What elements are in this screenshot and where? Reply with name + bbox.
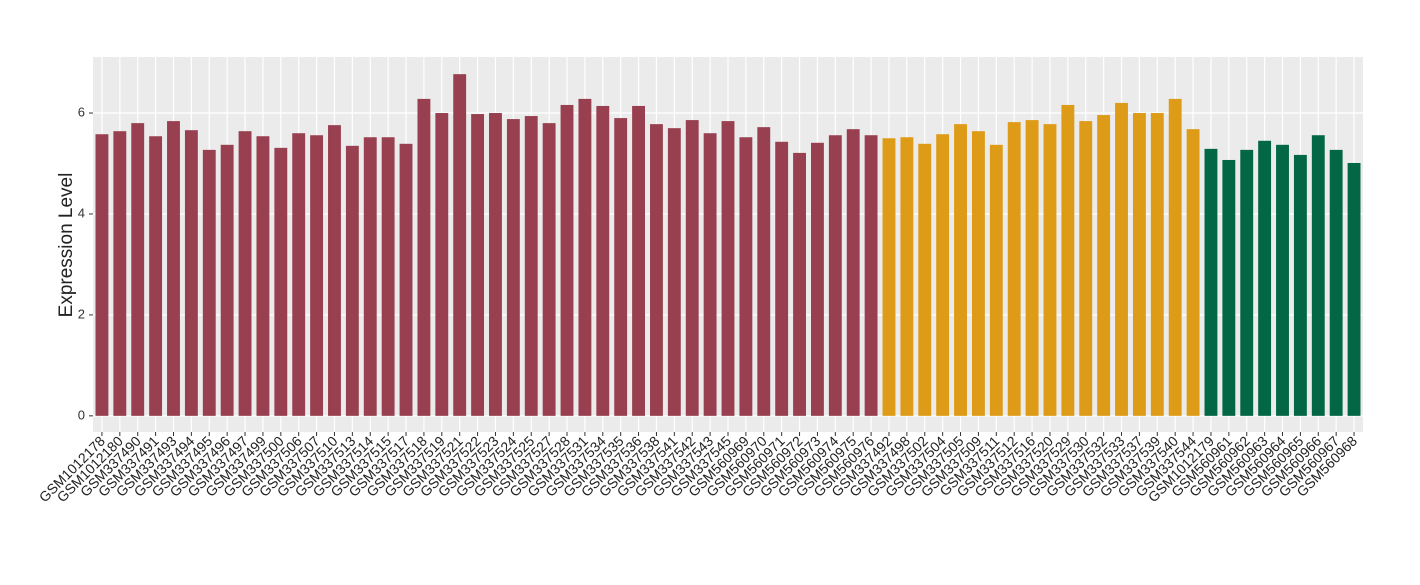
bar [489, 113, 502, 416]
bar [560, 104, 574, 416]
bar [757, 127, 771, 416]
y-axis-label: Expression Level [56, 173, 77, 318]
bar [900, 137, 914, 416]
bar [1204, 148, 1218, 416]
bar [632, 105, 646, 416]
bar [1311, 135, 1325, 416]
bar [650, 124, 663, 416]
bar [1276, 144, 1289, 416]
bar [435, 113, 449, 416]
bar [274, 147, 288, 416]
bar [1097, 115, 1111, 416]
bar [864, 135, 878, 416]
bar [614, 118, 628, 416]
bar [793, 152, 806, 416]
bar [989, 144, 1003, 416]
bar [1168, 98, 1182, 416]
bar [184, 130, 198, 416]
bar [918, 143, 932, 416]
bar [542, 123, 556, 416]
bar [1007, 122, 1021, 416]
bar [1061, 104, 1075, 416]
bar [1347, 162, 1361, 416]
bar [578, 98, 592, 416]
bar [1186, 129, 1200, 416]
bar [149, 136, 163, 416]
bar [1150, 113, 1164, 416]
bar [167, 121, 180, 416]
bar [453, 74, 467, 416]
bar [363, 137, 377, 416]
y-tick-label: 2 [78, 306, 85, 321]
bar [1240, 149, 1254, 416]
bar [471, 114, 485, 416]
bar [292, 133, 306, 416]
bar [345, 145, 359, 416]
bar [739, 137, 753, 416]
bar [828, 135, 842, 416]
bar [131, 123, 145, 416]
bar [596, 105, 610, 416]
y-tick-label: 6 [78, 104, 85, 119]
bar [810, 142, 824, 416]
bar [381, 137, 395, 416]
bar [202, 149, 216, 416]
bar [524, 116, 538, 416]
bar [1132, 113, 1146, 416]
bar [936, 134, 950, 416]
bar [971, 131, 985, 416]
bar [846, 129, 860, 416]
bar [256, 136, 270, 416]
bar [1222, 159, 1236, 416]
bar [328, 125, 341, 416]
bar [1025, 120, 1039, 416]
bar [882, 138, 896, 416]
bar [1258, 140, 1272, 416]
bar [1043, 124, 1057, 416]
bar [310, 135, 324, 416]
bar [1115, 102, 1128, 416]
bar [113, 131, 127, 416]
bar [954, 124, 967, 416]
bar [399, 143, 413, 416]
bar [95, 134, 109, 416]
bar [417, 98, 431, 416]
bar [1293, 154, 1307, 416]
bar [506, 119, 520, 416]
y-tick-label: 0 [78, 407, 85, 422]
bar [721, 121, 735, 416]
bar [685, 120, 699, 416]
bar [667, 128, 681, 416]
bar [238, 131, 252, 416]
bar [1329, 149, 1343, 416]
bar [220, 144, 234, 416]
bar [1079, 121, 1093, 416]
bar [775, 141, 789, 416]
y-tick-label: 4 [78, 205, 85, 220]
bar [703, 133, 717, 416]
